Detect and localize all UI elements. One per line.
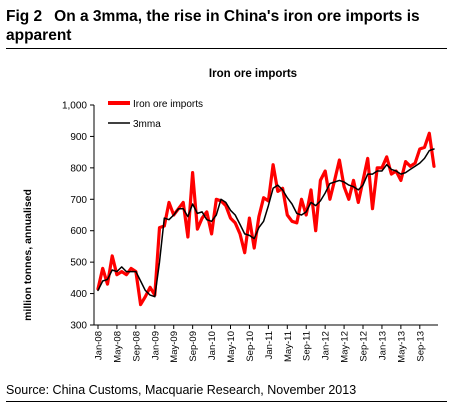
x-tick-label: Sep-10 — [245, 331, 256, 362]
y-ticks: 300 400 500 600 700 800 900 1,000 — [62, 101, 94, 332]
line-chart: Iron ore imports million tonnes, annuali… — [22, 68, 438, 363]
top-rule — [6, 48, 447, 49]
x-tick-label: Sep-13 — [415, 331, 426, 362]
y-axis-label: million tonnes, annualised — [22, 189, 34, 321]
series-line-3mma — [97, 148, 435, 298]
x-tick-label: Sep-12 — [359, 331, 370, 362]
figure-title-text: On a 3mma, the rise in China's iron ore … — [6, 8, 420, 44]
bottom-rule — [6, 401, 447, 402]
x-tick-label: Sep-09 — [188, 331, 199, 362]
x-tick-label: Jan-10 — [207, 331, 218, 360]
x-tick-label: May-08 — [112, 331, 123, 363]
x-tick-label: May-09 — [169, 331, 180, 363]
y-tick-label: 300 — [70, 321, 87, 332]
legend-label-imports: Iron ore imports — [133, 99, 203, 110]
y-tick-label: 600 — [70, 226, 87, 237]
x-tick-label: May-11 — [283, 331, 294, 362]
y-tick-label: 900 — [70, 132, 87, 143]
x-tick-label: Sep-11 — [302, 331, 313, 361]
figure-number: Fig 2 — [6, 8, 43, 25]
series-line-iron-ore-imports — [96, 131, 436, 307]
chart-title: Iron ore imports — [209, 68, 297, 80]
series-lines — [96, 131, 436, 307]
y-tick-label: 700 — [70, 195, 87, 206]
legend: Iron ore imports 3mma — [108, 99, 203, 130]
x-tick-label: Jan-11 — [264, 331, 275, 359]
x-ticks: Jan-08 May-08 Sep-08 Jan-09 May-09 Sep-09 Jan-… — [94, 325, 426, 363]
x-tick-label: May-13 — [396, 331, 407, 363]
y-tick-label: 1,000 — [62, 101, 87, 112]
y-tick-label: 500 — [70, 258, 87, 269]
axes — [93, 105, 438, 326]
x-tick-label: Jan-12 — [321, 331, 332, 360]
source-note: Source: China Customs, Macquarie Researc… — [6, 383, 357, 397]
x-tick-label: May-12 — [340, 331, 351, 363]
y-tick-label: 800 — [70, 163, 87, 174]
x-tick-label: Jan-13 — [377, 331, 388, 360]
x-tick-label: Jan-08 — [94, 331, 105, 360]
figure-title: Fig 2 On a 3mma, the rise in China's iron… — [6, 7, 451, 45]
x-tick-label: Sep-08 — [131, 331, 142, 362]
legend-label-3mma: 3mma — [133, 119, 161, 130]
y-tick-label: 400 — [70, 289, 87, 300]
x-tick-label: May-10 — [226, 331, 237, 363]
x-tick-label: Jan-09 — [150, 331, 161, 360]
